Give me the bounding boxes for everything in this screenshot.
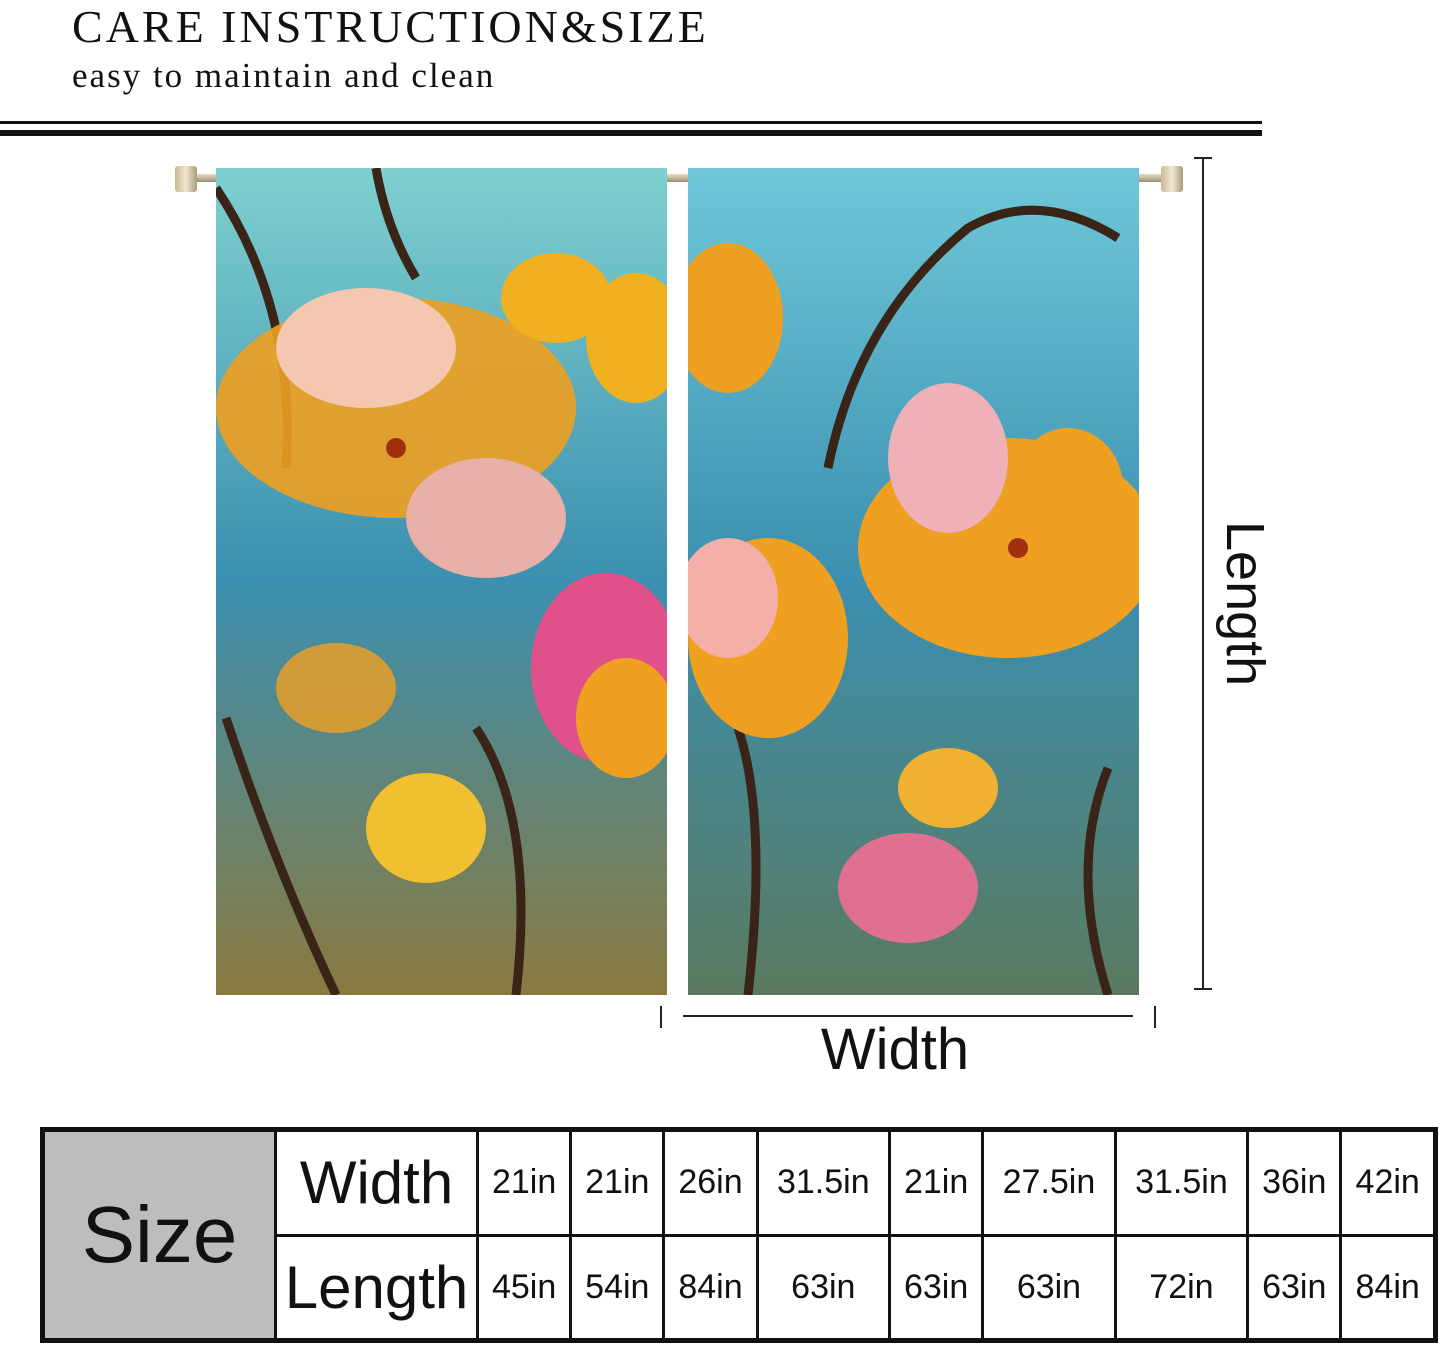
- length-dimension-line: [1202, 157, 1204, 990]
- width-tick-left: [660, 1006, 662, 1028]
- row-label-length: Length: [274, 1233, 479, 1342]
- length-cell: 63in: [981, 1233, 1117, 1342]
- rod-finial-left: [175, 166, 197, 192]
- length-cell: 63in: [755, 1233, 892, 1342]
- length-cell: 84in: [662, 1233, 759, 1342]
- width-cell: 31.5in: [1113, 1128, 1250, 1237]
- length-cell: 45in: [475, 1233, 573, 1342]
- curtain-panel-right: [688, 168, 1139, 995]
- width-cell: 21in: [475, 1128, 573, 1237]
- size-heading: Size: [41, 1128, 277, 1342]
- length-cell: 84in: [1339, 1233, 1437, 1342]
- length-cell: 63in: [888, 1233, 985, 1342]
- width-cell: 21in: [569, 1128, 666, 1237]
- row-label-width: Width: [274, 1128, 479, 1237]
- width-dimension-line: [683, 1015, 1133, 1017]
- length-label: Length: [1215, 521, 1275, 687]
- divider-thick: [0, 130, 1262, 136]
- length-cell: 63in: [1246, 1233, 1343, 1342]
- width-cell: 21in: [888, 1128, 985, 1237]
- length-tick-bottom: [1194, 988, 1212, 990]
- table-row-length: Length 45in 54in 84in 63in 63in 63in 72i…: [43, 1233, 1437, 1342]
- width-cell: 27.5in: [981, 1128, 1117, 1237]
- curtain-rod: [175, 174, 1183, 182]
- curtain-panel-left: [216, 168, 667, 995]
- width-cell: 31.5in: [755, 1128, 892, 1237]
- rod-finial-right: [1161, 166, 1183, 192]
- length-tick-top: [1194, 157, 1212, 159]
- table-row-width: Size Width 21in 21in 26in 31.5in 21in 27…: [41, 1128, 1437, 1342]
- divider-thin: [0, 121, 1262, 124]
- width-cell: 36in: [1246, 1128, 1343, 1237]
- size-table: Size Width 21in 21in 26in 31.5in 21in 27…: [40, 1127, 1438, 1343]
- page-title: CARE INSTRUCTION&SIZE: [72, 1, 709, 52]
- length-cell: 54in: [569, 1233, 666, 1342]
- width-tick-right: [1154, 1006, 1156, 1028]
- width-cell: 26in: [662, 1128, 759, 1237]
- length-cell: 72in: [1113, 1233, 1250, 1342]
- width-label: Width: [820, 1017, 970, 1082]
- width-cell: 42in: [1339, 1128, 1437, 1237]
- page-subtitle: easy to maintain and clean: [72, 56, 496, 95]
